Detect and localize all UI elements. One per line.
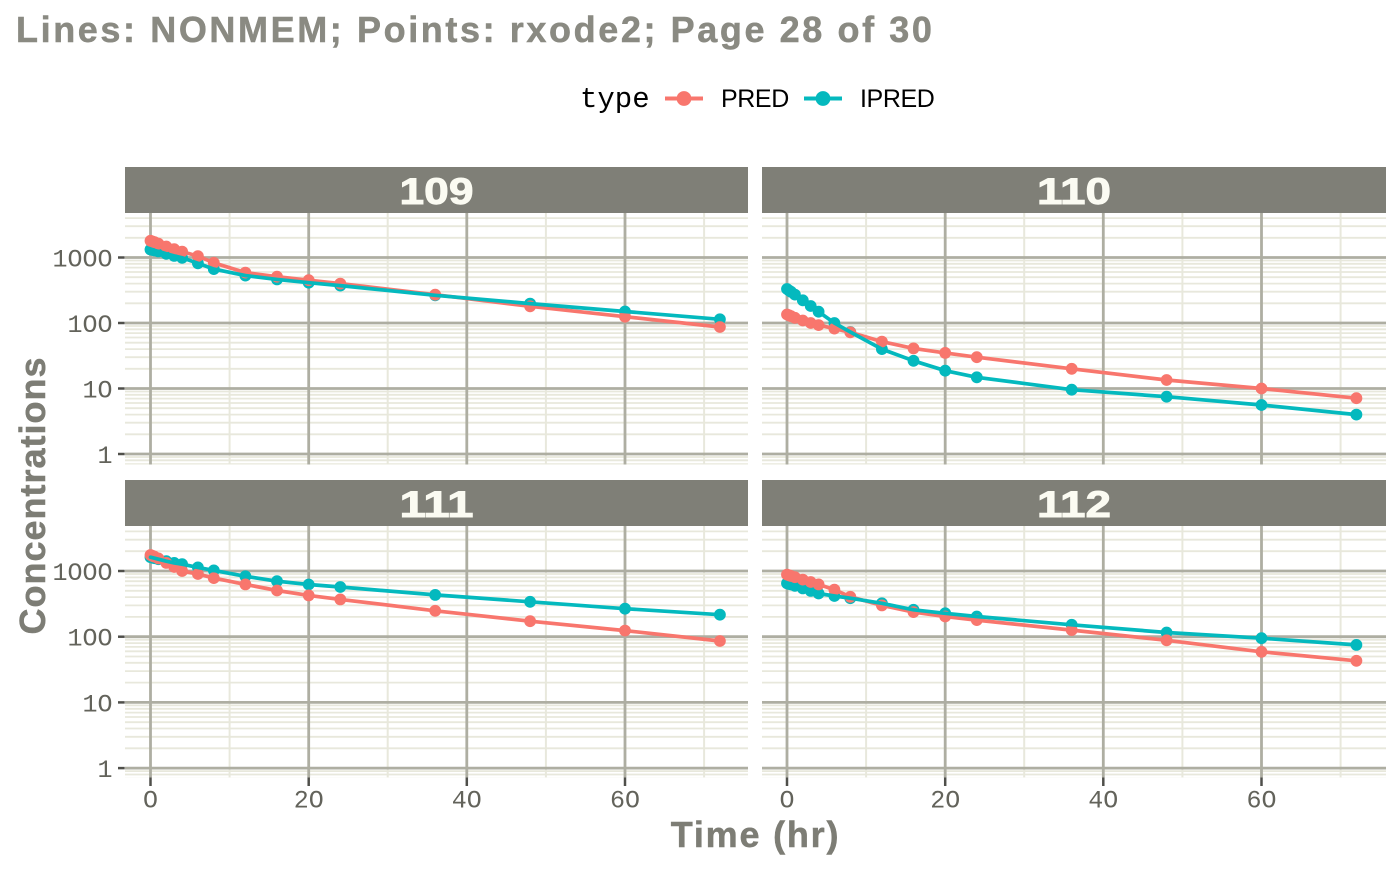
svg-text:110: 110 bbox=[1037, 170, 1111, 212]
svg-text:Concentrations: Concentrations bbox=[12, 356, 53, 634]
svg-text:1OOO: 1OOO bbox=[52, 559, 112, 588]
svg-text:IPRED: IPRED bbox=[860, 85, 934, 113]
svg-text:1: 1 bbox=[97, 756, 112, 785]
svg-text:1OOO: 1OOO bbox=[52, 246, 112, 275]
svg-text:2O: 2O bbox=[294, 787, 324, 816]
svg-text:1O: 1O bbox=[82, 377, 112, 406]
svg-text:109: 109 bbox=[400, 170, 474, 212]
svg-text:4O: 4O bbox=[1088, 787, 1118, 816]
svg-text:4O: 4O bbox=[452, 787, 482, 816]
svg-text:2O: 2O bbox=[930, 787, 960, 816]
svg-text:O: O bbox=[143, 787, 158, 816]
svg-text:type: type bbox=[580, 83, 650, 116]
svg-text:1: 1 bbox=[97, 442, 112, 471]
svg-text:O: O bbox=[779, 787, 794, 816]
svg-text:PRED: PRED bbox=[721, 85, 789, 113]
svg-text:Lines: NONMEM; Points: rxode2;: Lines: NONMEM; Points: rxode2; Page 28 o… bbox=[16, 9, 935, 50]
svg-text:6O: 6O bbox=[1246, 787, 1276, 816]
svg-text:111: 111 bbox=[400, 483, 474, 525]
svg-text:6O: 6O bbox=[610, 787, 640, 816]
svg-text:Time (hr): Time (hr) bbox=[671, 814, 841, 855]
svg-text:1O: 1O bbox=[82, 690, 112, 719]
svg-text:112: 112 bbox=[1037, 483, 1111, 525]
svg-text:1OO: 1OO bbox=[67, 311, 112, 340]
svg-text:1OO: 1OO bbox=[67, 625, 112, 654]
